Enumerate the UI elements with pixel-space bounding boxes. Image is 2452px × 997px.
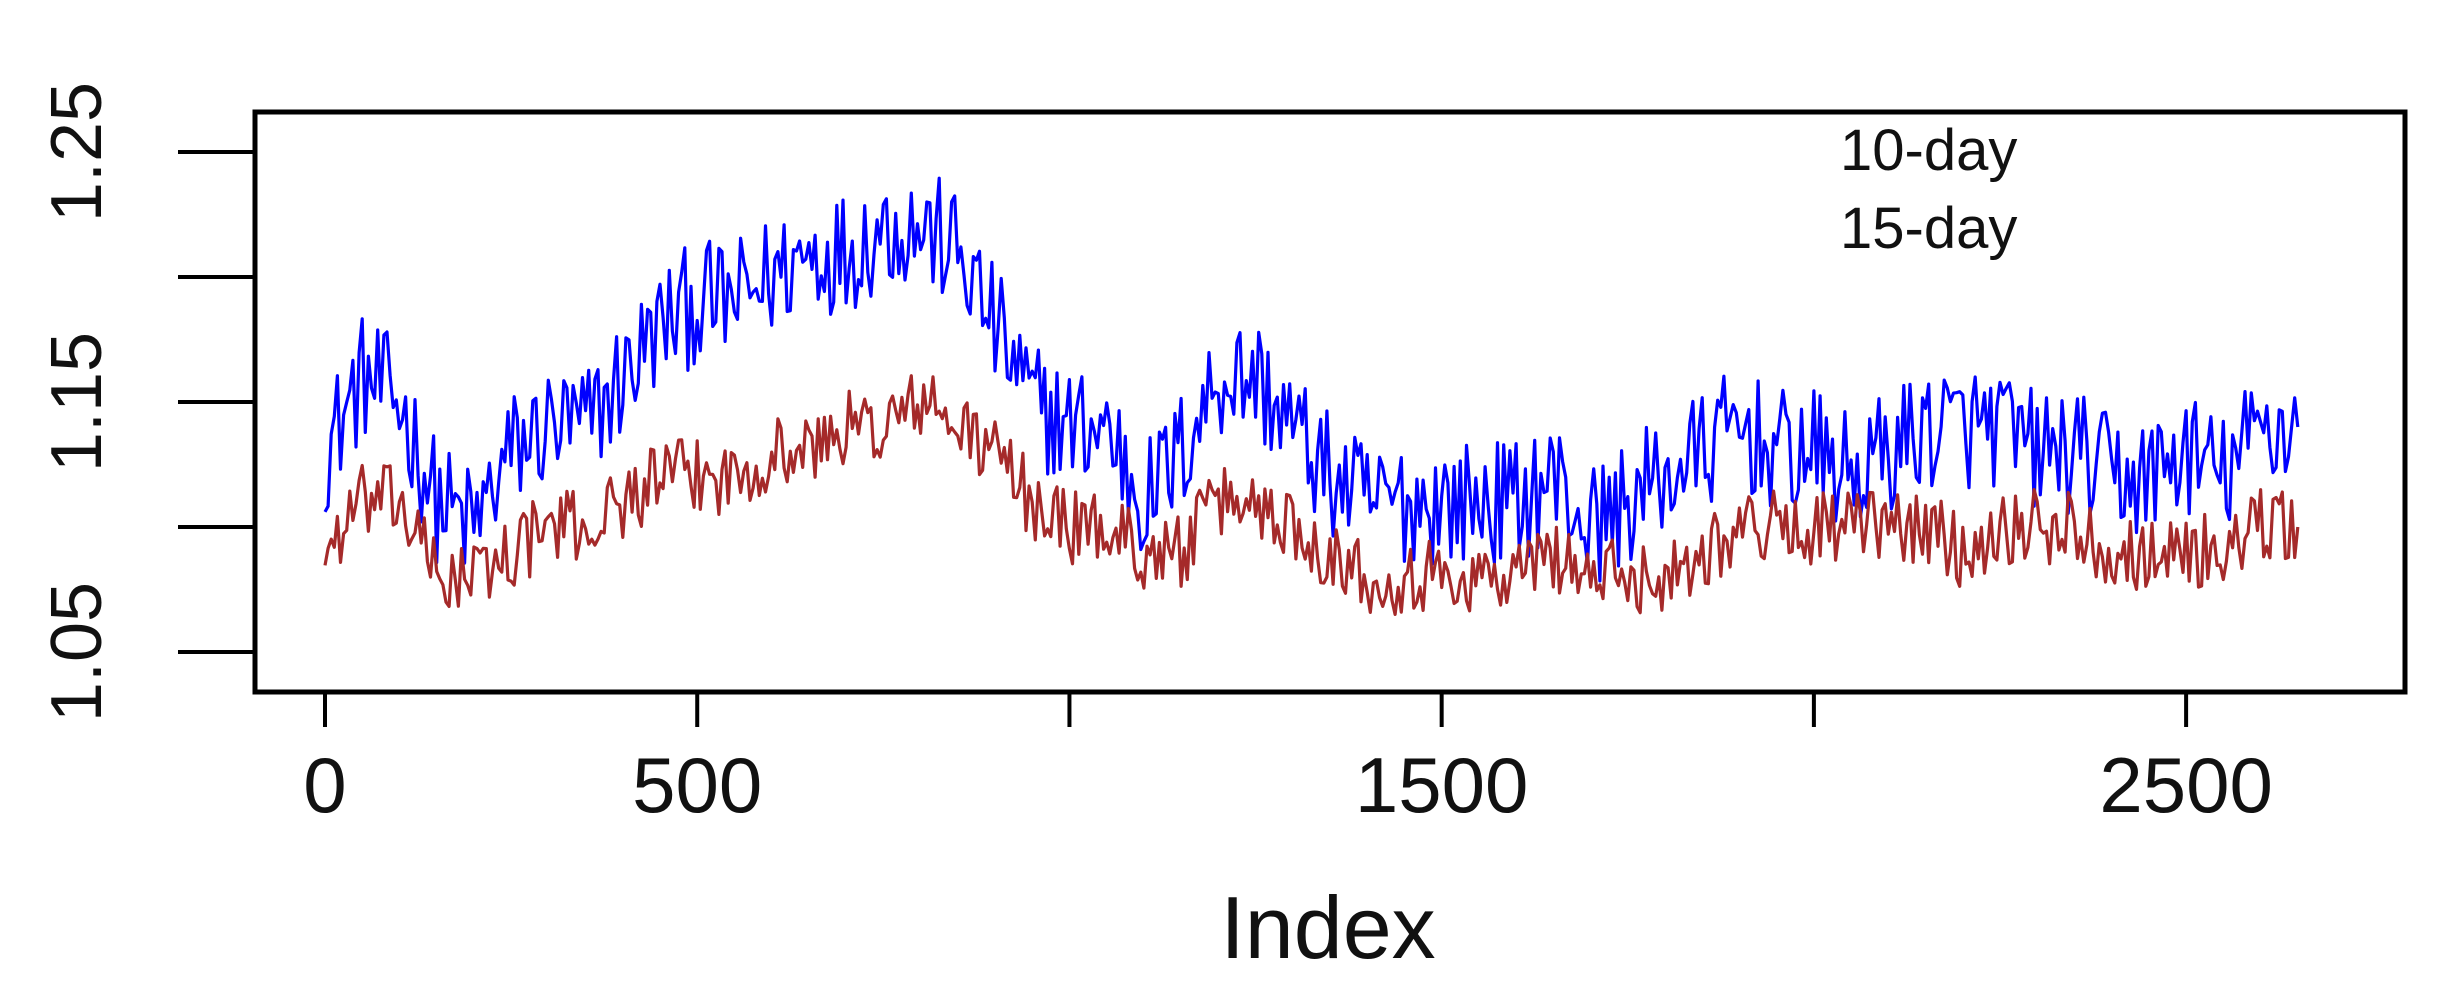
series-layer xyxy=(323,176,2300,616)
x-axis-title: Index xyxy=(1220,878,1435,977)
series-line-1 xyxy=(323,176,2300,583)
legend-layer: 10-day 15-day xyxy=(1840,118,2017,261)
y-tick-label-1.05: 1.05 xyxy=(37,582,117,722)
y-tick-label-1.25: 1.25 xyxy=(37,82,117,222)
x-tick-label-2500: 2500 xyxy=(2099,741,2273,829)
x-tick-label-500: 500 xyxy=(632,741,762,829)
x-tick-label-1500: 1500 xyxy=(1355,741,1529,829)
x-tick-label-0: 0 xyxy=(303,741,346,829)
axes-layer: 0 500 1500 2500 1.05 1.15 1.25 xyxy=(37,82,2273,829)
legend-item-15-day: 15-day xyxy=(1840,196,2017,261)
series-line-2 xyxy=(323,374,2300,616)
title-layer: Index xyxy=(1220,878,1435,977)
legend-item-10-day: 10-day xyxy=(1840,118,2017,183)
y-tick-label-1.15: 1.15 xyxy=(37,332,117,472)
